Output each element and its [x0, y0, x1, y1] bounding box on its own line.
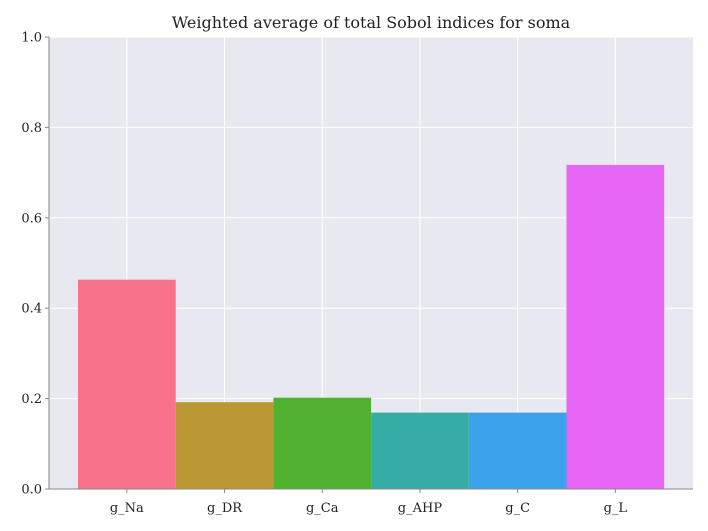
bar-g-ca: [273, 397, 372, 489]
y-tick-label: 0.8: [21, 121, 42, 136]
bar-g-na: [78, 279, 176, 489]
x-tick-label: g_C: [505, 501, 530, 516]
bar-g-dr: [175, 402, 274, 489]
bar-g-c: [468, 412, 567, 489]
x-tick-label: g_Na: [110, 501, 144, 516]
x-tick-label: g_AHP: [398, 501, 443, 516]
y-tick-label: 1.0: [21, 31, 42, 46]
x-ticks: g_Na g_DR g_Ca g_AHP g_C g_L: [110, 489, 628, 516]
bar-g-ahp: [371, 412, 469, 489]
y-tick-label: 0.6: [21, 211, 42, 226]
y-tick-label: 0.0: [21, 483, 42, 498]
x-tick-label: g_L: [604, 501, 628, 516]
y-tick-label: 0.4: [21, 302, 42, 317]
bar-g-l: [566, 164, 665, 489]
bars: [78, 164, 665, 489]
y-tick-label: 0.2: [21, 392, 42, 407]
x-tick-label: g_DR: [207, 501, 243, 516]
chart-title: Weighted average of total Sobol indices …: [172, 13, 571, 32]
x-tick-label: g_Ca: [306, 501, 339, 516]
y-ticks: 0.0 0.2 0.4 0.6 0.8 1.0: [21, 31, 49, 498]
